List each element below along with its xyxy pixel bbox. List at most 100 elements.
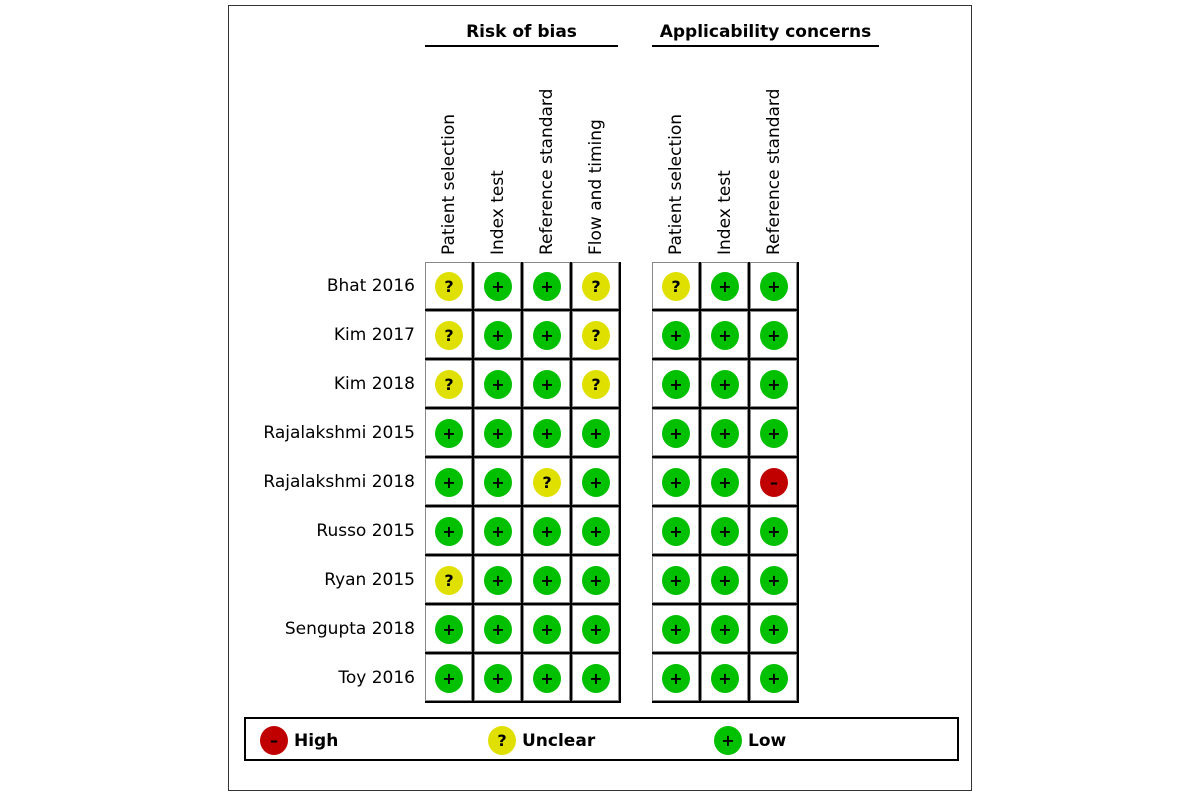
- cell: +: [652, 654, 699, 701]
- judgement-low-icon: +: [662, 370, 690, 399]
- judgement-low-icon: +: [760, 370, 788, 399]
- judgement-low-icon: +: [662, 566, 690, 595]
- judgement-low-icon: +: [582, 664, 610, 693]
- cell: +: [572, 409, 619, 456]
- cell: –: [750, 458, 797, 505]
- judgement-low-icon: +: [484, 321, 512, 350]
- judgement-low-icon: +: [711, 664, 739, 693]
- cell: +: [750, 654, 797, 701]
- column-header: Patient selection: [439, 113, 459, 255]
- cell: +: [474, 507, 521, 554]
- column-header: Index test: [715, 170, 735, 255]
- study-label: Kim 2017: [333, 325, 415, 345]
- cell: +: [425, 458, 472, 505]
- legend: – High? Unclear + Low: [244, 717, 959, 761]
- legend-high-icon: –: [260, 726, 288, 755]
- cell: +: [701, 556, 748, 603]
- cell: +: [425, 654, 472, 701]
- cell: +: [750, 507, 797, 554]
- cell: +: [474, 605, 521, 652]
- cell: +: [750, 360, 797, 407]
- judgement-low-icon: +: [484, 419, 512, 448]
- cell: +: [652, 409, 699, 456]
- judgement-low-icon: +: [582, 517, 610, 546]
- judgement-low-icon: +: [435, 419, 463, 448]
- judgement-low-icon: +: [760, 272, 788, 301]
- study-label: Ryan 2015: [324, 570, 415, 590]
- cell: +: [425, 605, 472, 652]
- cell: +: [572, 654, 619, 701]
- legend-item-unclear: ? Unclear: [488, 726, 595, 755]
- judgement-low-icon: +: [533, 664, 561, 693]
- judgement-unclear-icon: ?: [435, 566, 463, 595]
- cell: +: [701, 360, 748, 407]
- legend-label: Unclear: [522, 730, 596, 751]
- judgement-unclear-icon: ?: [582, 321, 610, 350]
- judgement-low-icon: +: [711, 370, 739, 399]
- judgement-low-icon: +: [711, 468, 739, 497]
- cell: ?: [425, 556, 472, 603]
- judgement-low-icon: +: [582, 419, 610, 448]
- legend-unclear-icon: ?: [488, 726, 516, 755]
- cell: +: [523, 311, 570, 358]
- cell: +: [750, 556, 797, 603]
- cell: ?: [523, 458, 570, 505]
- cell: +: [701, 311, 748, 358]
- judgement-low-icon: +: [711, 272, 739, 301]
- judgement-low-icon: +: [484, 615, 512, 644]
- study-label: Toy 2016: [338, 668, 415, 688]
- cell: +: [750, 311, 797, 358]
- column-header: Index test: [488, 170, 508, 255]
- grid-risk-of-bias: ? + +?? + +?? + +? + + + + + +? + + + + +? + + + + + + + + + + +: [425, 262, 621, 703]
- judgement-low-icon: +: [533, 517, 561, 546]
- judgement-low-icon: +: [760, 615, 788, 644]
- figure-frame: [228, 5, 972, 791]
- column-header: Reference standard: [764, 88, 784, 255]
- judgement-low-icon: +: [760, 664, 788, 693]
- cell: ?: [572, 311, 619, 358]
- cell: +: [425, 507, 472, 554]
- judgement-low-icon: +: [662, 419, 690, 448]
- cell: +: [523, 262, 570, 309]
- judgement-unclear-icon: ?: [435, 370, 463, 399]
- judgement-low-icon: +: [435, 517, 463, 546]
- judgement-low-icon: +: [484, 664, 512, 693]
- judgement-low-icon: +: [760, 321, 788, 350]
- judgement-low-icon: +: [711, 566, 739, 595]
- judgement-low-icon: +: [484, 468, 512, 497]
- judgement-low-icon: +: [435, 468, 463, 497]
- cell: +: [750, 409, 797, 456]
- judgement-low-icon: +: [711, 321, 739, 350]
- column-header: Reference standard: [537, 88, 557, 255]
- judgement-low-icon: +: [760, 419, 788, 448]
- cell: +: [523, 409, 570, 456]
- judgement-low-icon: +: [662, 321, 690, 350]
- group-title-applicability: Applicability concerns: [652, 22, 879, 47]
- cell: +: [523, 654, 570, 701]
- cell: +: [701, 605, 748, 652]
- legend-item-high: – High: [260, 726, 338, 755]
- group-title-risk-of-bias: Risk of bias: [425, 22, 618, 47]
- cell: +: [750, 262, 797, 309]
- judgement-low-icon: +: [484, 566, 512, 595]
- cell: +: [572, 556, 619, 603]
- judgement-low-icon: +: [662, 517, 690, 546]
- cell: +: [652, 360, 699, 407]
- judgement-low-icon: +: [533, 321, 561, 350]
- cell: +: [701, 654, 748, 701]
- judgement-low-icon: +: [484, 517, 512, 546]
- cell: ?: [572, 262, 619, 309]
- judgement-low-icon: +: [662, 664, 690, 693]
- legend-label: High: [294, 730, 339, 751]
- legend-low-icon: +: [714, 726, 742, 755]
- judgement-low-icon: +: [662, 615, 690, 644]
- judgement-low-icon: +: [760, 517, 788, 546]
- cell: +: [425, 409, 472, 456]
- judgement-low-icon: +: [582, 615, 610, 644]
- judgement-unclear-icon: ?: [533, 468, 561, 497]
- cell: +: [474, 311, 521, 358]
- judgement-unclear-icon: ?: [582, 272, 610, 301]
- cell: +: [474, 654, 521, 701]
- cell: +: [572, 458, 619, 505]
- judgement-unclear-icon: ?: [435, 321, 463, 350]
